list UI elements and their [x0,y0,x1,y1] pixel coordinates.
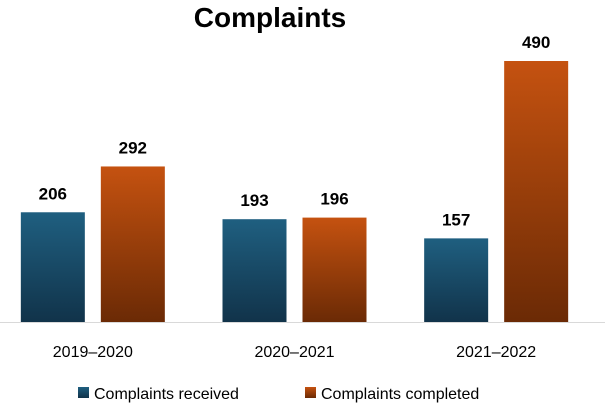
bar-complaints-received-2021-2022 [424,238,489,322]
legend-label-complaints-received: Complaints received [94,386,239,403]
bar-complaints-received-2020-2021 [222,219,287,322]
data-label-complaints-completed-2019-2020: 292 [119,138,147,157]
legend-swatch-complaints-completed [305,387,316,398]
legend-label-complaints-completed: Complaints completed [321,386,479,403]
category-label-2019-2020: 2019–2020 [53,344,133,361]
data-label-complaints-completed-2020-2021: 196 [320,190,348,209]
data-label-complaints-received-2021-2022: 157 [442,210,470,229]
category-label-2020-2021: 2020–2021 [254,344,334,361]
data-label-complaints-completed-2021-2022: 490 [522,33,550,52]
chart-title: Complaints [193,2,347,33]
bar-complaints-completed-2019-2020 [100,166,165,322]
bar-complaints-received-2019-2020 [20,212,85,322]
legend-entry-complaints-received: Complaints received [78,386,239,403]
legend-entry-complaints-completed: Complaints completed [305,386,479,403]
category-label-2021-2022: 2021–2022 [456,344,536,361]
bar-complaints-completed-2021-2022 [504,61,569,322]
legend-swatch-complaints-received [78,387,89,398]
data-label-complaints-received-2020-2021: 193 [240,191,268,210]
data-label-complaints-received-2019-2020: 206 [39,184,67,203]
bar-complaints-completed-2020-2021 [302,217,367,322]
